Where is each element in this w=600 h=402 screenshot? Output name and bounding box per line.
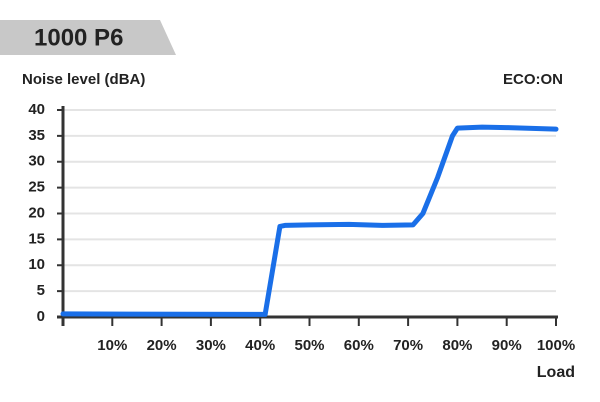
x-tick-label: 70%	[393, 337, 423, 354]
chart-title: 1000 P6	[34, 24, 123, 51]
y-axis-label: Noise level (dBA)	[22, 71, 145, 88]
x-tick-label: 90%	[492, 337, 522, 354]
y-tick-label: 0	[37, 308, 45, 325]
x-tick-label: 80%	[442, 337, 472, 354]
title-badge	[0, 20, 176, 55]
x-tick-label: 40%	[245, 337, 275, 354]
line-series	[60, 124, 559, 317]
y-tick-label: 20	[28, 204, 45, 221]
y-tick-label: 10	[28, 256, 45, 273]
y-tick-label: 25	[28, 179, 45, 196]
x-tick-label: 20%	[147, 337, 177, 354]
x-axis-label: Load	[537, 364, 575, 381]
x-tick-label: 60%	[344, 337, 374, 354]
x-tick-label: 30%	[196, 337, 226, 354]
annotation: ECO:ON	[503, 71, 563, 88]
x-tick-label: 50%	[294, 337, 324, 354]
x-tick-label: 10%	[97, 337, 127, 354]
y-tick-label: 15	[28, 230, 45, 247]
y-tick-label: 40	[28, 101, 45, 118]
x-tick-label: 100%	[537, 337, 575, 354]
y-tick-label: 30	[28, 153, 45, 170]
y-tick-label: 35	[28, 127, 45, 144]
y-tick-label: 5	[37, 282, 45, 299]
